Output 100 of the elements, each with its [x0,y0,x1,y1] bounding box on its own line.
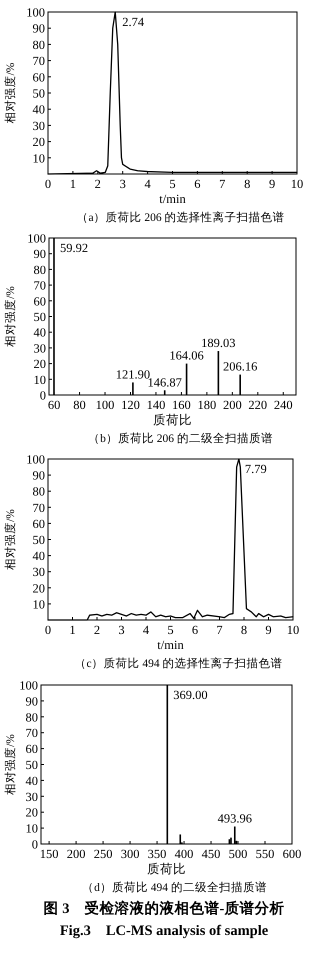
x-axis-title: 质荷比 [153,413,192,427]
x-tick-label: 500 [228,847,248,861]
x-tick-label: 9 [268,177,276,191]
x-tick-label: 150 [40,847,58,861]
y-tick-label: 80 [34,262,46,277]
x-tick-label: 2 [94,177,101,191]
annotation: 7.79 [244,462,267,476]
y-tick-label: 90 [32,22,45,36]
x-tick-label: 240 [274,398,293,412]
x-tick-label: 600 [282,847,302,861]
y-tick-label: 10 [26,822,38,836]
caption: 图 3 受检溶液的液相色谱-质谱分析 [44,899,284,917]
y-tick-label: 20 [34,357,46,372]
y-tick-label: 10 [32,597,45,612]
y-axis-title: 相对强度/% [3,508,17,570]
y-tick-label: 100 [27,232,46,246]
y-tick-label: 30 [34,341,46,356]
x-tick-label: 4 [142,623,150,637]
x-tick-label: 120 [121,398,140,412]
x-tick-label: 8 [244,177,250,191]
y-tick-label: 80 [32,38,45,52]
y-tick-label: 40 [26,774,38,788]
y-tick-label: 90 [26,694,38,708]
x-tick-label: 400 [174,847,194,861]
y-tick-label: 100 [19,678,38,692]
x-axis-title: 质荷比 [147,862,186,876]
x-tick-label: 250 [94,847,112,861]
x-tick-label: 3 [118,623,125,637]
y-tick-label: 60 [34,294,46,308]
caption: Fig.3 LC-MS analysis of sample [60,923,269,939]
y-tick-label: 20 [32,135,45,150]
y-tick-label: 100 [26,452,45,466]
y-tick-label: 80 [32,484,45,499]
x-tick-label: 8 [240,623,248,637]
x-tick-label: 1 [69,623,76,637]
x-tick-label: 7 [219,177,226,191]
x-tick-label: 6 [194,177,201,191]
x-tick-label: 7 [216,623,223,637]
annotation: 59.92 [60,241,88,255]
y-tick-label: 40 [32,102,45,117]
x-tick-label: 220 [248,398,268,412]
x-tick-label: 200 [66,847,86,861]
x-tick-label: 180 [198,398,216,412]
y-tick-label: 70 [34,278,46,293]
text: （d）质荷比 494 的二级全扫描质谱 [82,880,267,894]
annotation: 206.16 [222,360,258,374]
text: （b）质荷比 206 的二级全扫描质谱 [88,431,273,445]
annotation: 2.74 [122,15,145,29]
y-tick-label: 60 [32,70,45,84]
y-tick-label: 0 [32,838,38,852]
x-tick-label: 80 [73,398,86,412]
x-tick-label: 140 [146,398,166,412]
x-tick-label: 1 [70,177,76,191]
annotation: 493.96 [218,812,252,826]
y-tick-label: 0 [40,388,46,402]
annotation: 369.00 [173,688,208,702]
y-tick-label: 90 [34,247,46,262]
y-tick-label: 30 [26,790,38,804]
x-tick-label: 550 [256,847,274,861]
x-tick-label: 60 [48,398,60,412]
y-tick-label: 30 [32,118,45,133]
y-axis-title: 相对强度/% [3,62,17,124]
x-tick-label: 2 [94,623,100,637]
x-tick-label: 4 [144,177,152,191]
x-tick-label: 6 [192,623,198,637]
x-tick-label: 100 [96,398,114,412]
x-tick-label: 10 [290,177,304,191]
y-tick-label: 20 [32,581,45,596]
x-tick-label: 350 [148,847,166,861]
y-tick-label: 20 [26,806,38,820]
y-tick-label: 40 [32,549,45,564]
y-tick-label: 10 [34,372,46,387]
y-tick-label: 70 [26,726,38,740]
x-axis-title: t/min [159,192,186,206]
y-tick-label: 50 [32,86,45,100]
y-tick-label: 90 [32,468,45,483]
y-tick-label: 40 [34,326,46,340]
y-axis-title: 相对强度/% [3,286,17,347]
x-tick-label: 160 [172,398,191,412]
x-tick-label: 5 [167,623,174,637]
y-tick-label: 10 [32,151,45,166]
y-axis-title: 相对强度/% [3,734,17,795]
y-tick-label: 70 [32,500,45,515]
y-tick-label: 80 [26,710,38,724]
y-tick-label: 60 [26,742,38,756]
y-tick-label: 30 [32,565,45,580]
annotation: 189.03 [201,336,236,350]
x-tick-label: 10 [286,623,300,637]
y-tick-label: 100 [26,6,45,20]
y-tick-label: 50 [32,533,45,547]
x-tick-label: 5 [169,177,176,191]
annotation: 121.90 [116,367,150,382]
x-tick-label: 300 [120,847,140,861]
x-tick-label: 200 [222,398,242,412]
text: （a）质荷比 206 的选择性离子扫描色谱 [76,210,285,224]
x-tick-label: 9 [265,623,272,637]
x-tick-label: 3 [120,177,126,191]
text: （c）质荷比 494 的选择性离子扫描色谱 [74,656,283,670]
x-axis-title: t/min [157,638,184,652]
y-tick-label: 50 [34,310,46,324]
